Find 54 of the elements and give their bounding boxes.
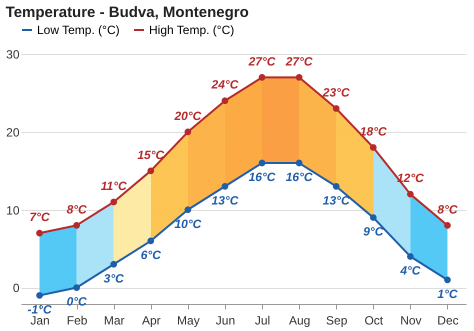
data-label: 24°C [210, 78, 239, 92]
point [444, 276, 451, 284]
data-label: 7°C [29, 210, 50, 224]
y-tick-label: 10 [6, 203, 20, 218]
data-label: 10°C [174, 216, 202, 231]
data-label: 13°C [212, 193, 239, 208]
x-tick-label: Nov [400, 314, 422, 328]
x-tick-label: Feb [66, 314, 88, 328]
x-tick-label: Jun [216, 314, 236, 328]
data-label: 27°C [284, 54, 313, 68]
point [36, 292, 43, 299]
data-label: 8°C [437, 202, 458, 216]
x-tick-label: May [177, 314, 200, 328]
x-tick-label: Dec [437, 314, 459, 328]
point [296, 160, 302, 166]
data-label: 1°C [437, 286, 458, 301]
x-tick-label: Sep [326, 314, 348, 328]
point [332, 183, 340, 190]
x-tick-label: Apr [142, 314, 161, 328]
point [110, 260, 118, 268]
y-tick-label: 20 [6, 125, 20, 140]
point [147, 238, 154, 244]
y-tick-label: 30 [6, 48, 20, 62]
data-label: 16°C [286, 170, 313, 184]
data-label: 18°C [360, 124, 388, 138]
point [258, 160, 266, 166]
data-label: 11°C [100, 178, 128, 193]
data-label: 3°C [104, 271, 124, 286]
point [73, 284, 80, 291]
data-label: 0°C [66, 294, 88, 309]
x-tick-label: Jul [254, 314, 270, 328]
data-label: 9°C [363, 224, 384, 239]
x-tick-label: Mar [104, 314, 125, 328]
point [222, 183, 228, 190]
legend-label: Low Temp. (°C) [37, 23, 120, 37]
data-label: 20°C [173, 108, 202, 123]
point [184, 206, 192, 214]
data-label: 16°C [248, 170, 276, 184]
y-tick-label: 0 [12, 281, 20, 296]
x-tick-label: Aug [288, 314, 310, 328]
data-label: 6°C [140, 248, 162, 262]
chart-title: Temperature - Budva, Montenegro [6, 4, 249, 21]
data-label: 8°C [66, 202, 88, 216]
data-label: 23°C [322, 86, 350, 100]
data-label: -1°C [27, 302, 52, 316]
point [370, 214, 377, 221]
point [407, 253, 414, 260]
data-label: 13°C [322, 193, 350, 208]
x-tick-label: Jan [30, 314, 50, 328]
x-tick-label: Oct [364, 314, 384, 328]
data-label: 15°C [137, 148, 165, 162]
data-label: 27°C [248, 54, 276, 68]
data-label: 4°C [399, 263, 421, 278]
legend-label: High Temp. (°C) [149, 23, 234, 37]
